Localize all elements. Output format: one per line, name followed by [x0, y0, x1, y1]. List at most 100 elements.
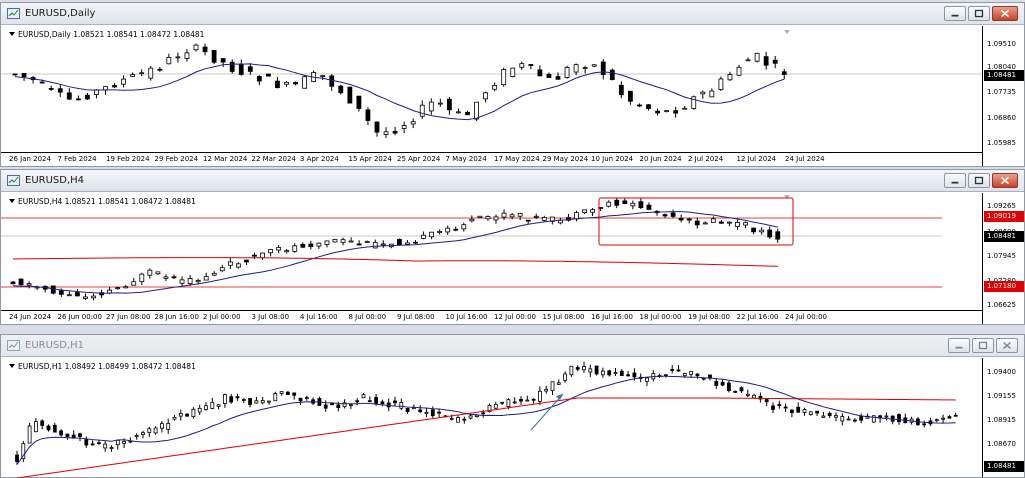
restore-button[interactable]: [968, 173, 990, 188]
time-label: 27 Jun 08:00: [106, 313, 151, 321]
candle-body: [48, 88, 54, 90]
candle-body: [525, 399, 530, 402]
candle-body: [52, 424, 57, 433]
candle-body: [386, 402, 391, 408]
candle-body: [300, 243, 306, 248]
chart-area[interactable]: EURUSD,H4 1.08521 1.08541 1.08472 1.0848…: [1, 193, 1024, 324]
candlestick-plot[interactable]: [1, 358, 984, 478]
candle-body: [175, 56, 181, 59]
price-axis[interactable]: 1.09510 1.08040 1.07735 1.06860 1.05985 …: [982, 26, 1024, 166]
candle-body: [348, 404, 353, 407]
candle-body: [537, 69, 543, 77]
candle-body: [678, 218, 684, 221]
candle-body: [465, 111, 470, 116]
dropdown-triangle-icon[interactable]: [9, 32, 15, 36]
candle-body: [195, 280, 201, 283]
candlestick-plot[interactable]: [1, 193, 984, 312]
candle-body: [781, 71, 787, 75]
window-titlebar[interactable]: EURUSD,H1: [1, 335, 1024, 357]
candle-body: [367, 400, 372, 403]
price-axis[interactable]: 1.09265 1.08600 1.07945 1.07280 1.06625 …: [982, 193, 1024, 324]
candle-body: [316, 242, 322, 247]
time-label: 28 Jun 16:00: [154, 313, 199, 321]
time-label: 24 Jul 2024: [785, 155, 825, 163]
candle-body: [340, 239, 346, 243]
candle-body: [163, 276, 169, 279]
window-title: EURUSD,H4: [25, 175, 85, 186]
time-label: 19 Jul 08:00: [688, 313, 730, 321]
minimize-button[interactable]: [944, 173, 966, 188]
candle-body: [754, 52, 760, 62]
candle-body: [446, 98, 452, 111]
candle-body: [512, 401, 517, 404]
price-label: 1.07735: [987, 88, 1016, 96]
chart-window-h4[interactable]: EURUSD,H4 EURUSD,H4 1.08521 1.08541 1.08…: [0, 169, 1025, 325]
close-button[interactable]: [992, 6, 1018, 21]
candle-body: [159, 423, 164, 429]
chart-window-h1[interactable]: EURUSD,H1 EURUSD,H1 1.08492 1.08499 1.08…: [0, 334, 1025, 478]
close-button[interactable]: [996, 338, 1018, 353]
chart-area[interactable]: EURUSD,Daily 1.08521 1.08541 1.08472 1.0…: [1, 26, 1024, 166]
candle-body: [392, 130, 398, 134]
candle-body: [185, 413, 190, 417]
restore-button[interactable]: [972, 338, 994, 353]
candle-body: [374, 397, 379, 405]
chart-shift-marker: [784, 195, 790, 199]
candle-body: [628, 90, 633, 102]
candle-body: [709, 90, 715, 98]
candle-body: [203, 276, 209, 281]
candle-body: [827, 412, 832, 417]
candle-body: [374, 121, 380, 133]
candle-body: [356, 243, 362, 246]
price-label: 1.09510: [987, 40, 1016, 48]
candle-body: [139, 72, 145, 75]
candlestick-plot[interactable]: [1, 26, 984, 154]
time-label: 3 Apr 2024: [300, 155, 339, 163]
window-titlebar[interactable]: EURUSD,H4: [1, 170, 1024, 192]
candle-body: [541, 217, 547, 221]
candle-body: [546, 73, 552, 78]
trend-arrow[interactable]: [530, 393, 564, 431]
candles: [12, 43, 787, 138]
price-label: 1.08670: [987, 440, 1016, 448]
candle-body: [187, 278, 193, 285]
minimize-button[interactable]: [948, 338, 970, 353]
candle-body: [260, 400, 265, 404]
close-button[interactable]: [992, 173, 1018, 188]
candle-body: [405, 242, 410, 245]
candle-body: [342, 402, 347, 408]
price-axis[interactable]: 1.09400 1.09155 1.08915 1.08670 1.08425 …: [982, 358, 1024, 477]
candle-body: [493, 216, 499, 221]
candle-body: [166, 423, 171, 430]
window-titlebar[interactable]: EURUSD,Daily: [1, 3, 1024, 25]
candle-body: [84, 439, 89, 446]
candle-body: [775, 231, 781, 240]
candle-body: [18, 278, 24, 286]
candle-body: [356, 95, 362, 109]
dropdown-triangle-icon[interactable]: [9, 364, 15, 368]
candle-body: [771, 405, 775, 410]
restore-button[interactable]: [968, 6, 990, 21]
chart-area[interactable]: EURUSD,H1 1.08492 1.08499 1.08472 1.0848…: [1, 358, 1024, 478]
dropdown-triangle-icon[interactable]: [9, 199, 15, 203]
minimize-button[interactable]: [944, 6, 966, 21]
chart-window-daily[interactable]: EURUSD,Daily EURUSD,Daily 1.08521 1.0854…: [0, 2, 1025, 167]
candle-body: [12, 73, 18, 76]
candle-body: [601, 370, 605, 376]
candle-body: [197, 407, 202, 413]
candle-body: [619, 370, 624, 376]
candle-body: [241, 399, 246, 401]
time-axis[interactable]: 24 Jun 2024 26 Jun 00:00 27 Jun 08:00 28 Ju…: [1, 310, 982, 324]
candle-body: [564, 67, 570, 78]
candle-body: [380, 401, 385, 405]
candle-body: [664, 110, 669, 113]
candle-body: [538, 390, 542, 402]
candle-body: [739, 387, 744, 392]
time-axis[interactable]: 26 Jan 2024 7 Feb 2024 19 Feb 2024 29 Feb 2…: [1, 152, 982, 166]
candle-body: [590, 209, 595, 213]
candle-body: [57, 88, 63, 93]
candle-body: [556, 382, 561, 385]
candle-body: [276, 247, 282, 251]
highlight-rectangle[interactable]: [598, 197, 794, 246]
candle-body: [109, 447, 114, 450]
